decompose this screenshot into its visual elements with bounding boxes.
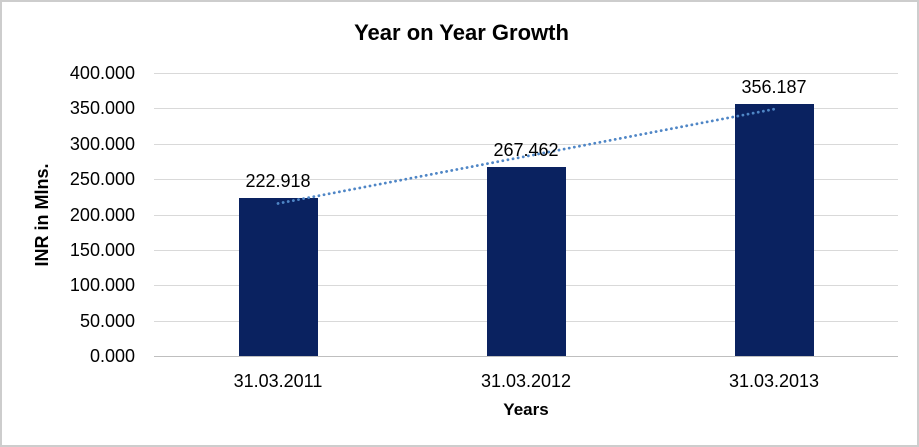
chart-title: Year on Year Growth: [354, 20, 569, 45]
gridline: [154, 73, 898, 74]
y-tick-label: 250.000: [69, 169, 135, 190]
y-tick-label: 150.000: [69, 239, 135, 260]
y-tick-label: 100.000: [69, 275, 135, 296]
bar: [734, 103, 814, 356]
x-axis-line: [154, 356, 898, 357]
x-category-label: 31.03.2012: [480, 371, 572, 391]
bar-data-label: 356.187: [741, 76, 807, 97]
bar: [486, 166, 566, 356]
y-tick-label: 50.000: [79, 310, 135, 331]
bar-data-label: 267.462: [493, 139, 559, 160]
bar: [238, 198, 318, 356]
y-tick-label: 350.000: [69, 98, 135, 119]
bar-data-label: 222.918: [245, 171, 311, 192]
y-tick-label: 0.000: [89, 346, 135, 366]
x-category-label: 31.03.2011: [233, 371, 323, 391]
y-tick-label: 200.000: [69, 204, 135, 225]
x-axis-title: Years: [503, 400, 549, 419]
y-tick-label: 400.000: [69, 63, 135, 83]
x-category-label: 31.03.2013: [728, 371, 820, 391]
y-tick-label: 300.000: [69, 133, 135, 154]
